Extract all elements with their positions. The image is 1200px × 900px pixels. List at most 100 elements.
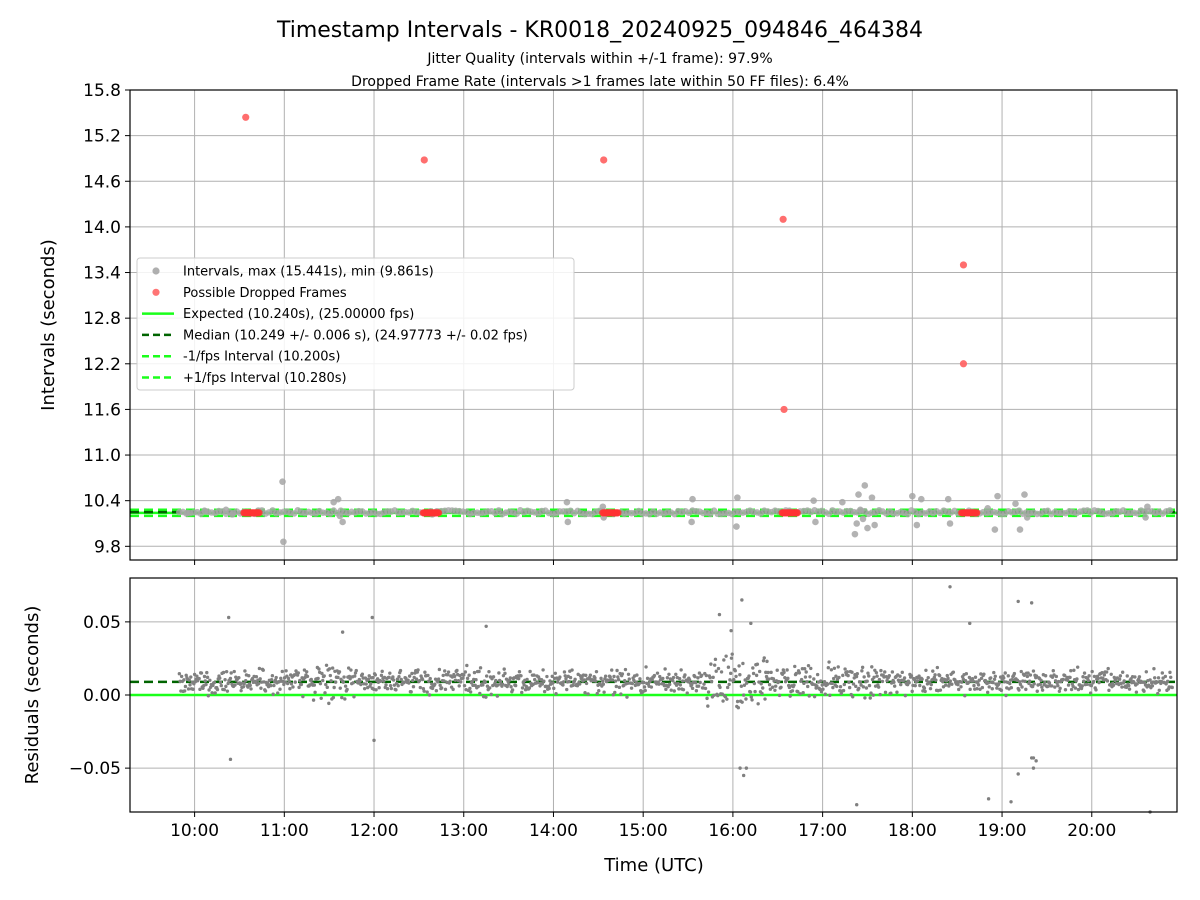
residual-point <box>524 684 529 689</box>
residual-point <box>1006 674 1010 678</box>
residual-point <box>338 686 342 690</box>
interval-point <box>1016 526 1024 533</box>
residual-point <box>1024 687 1028 692</box>
residual-point <box>527 686 532 690</box>
residual-point <box>741 661 745 666</box>
residual-point <box>1019 669 1023 674</box>
residual-point <box>1109 672 1113 676</box>
residual-point <box>337 670 342 674</box>
residual-point <box>467 673 471 677</box>
residual-point <box>1153 676 1157 680</box>
residual-point <box>1061 677 1065 682</box>
residual-point <box>225 689 230 693</box>
residual-point <box>709 679 714 684</box>
residual-outlier-point <box>741 773 746 778</box>
residual-point <box>1105 679 1110 683</box>
residual-point <box>910 689 914 694</box>
residual-outlier-point <box>1009 800 1013 804</box>
residual-point <box>968 687 972 692</box>
residual-point <box>775 668 779 672</box>
residual-point <box>497 671 501 675</box>
residual-point <box>418 685 423 690</box>
legend-label: +1/fps Interval (10.280s) <box>183 371 347 386</box>
residual-point <box>842 682 847 687</box>
interval-point <box>994 492 1001 500</box>
residual-point <box>610 678 615 682</box>
interval-point <box>909 492 916 500</box>
residual-point <box>612 674 616 679</box>
residual-point <box>964 672 969 676</box>
residual-point <box>836 665 840 669</box>
residual-point <box>406 678 410 682</box>
residual-point <box>397 675 401 679</box>
residual-point <box>681 687 686 692</box>
residual-point <box>241 685 246 689</box>
residual-point <box>802 681 806 686</box>
residual-point <box>868 696 872 700</box>
residual-point <box>620 672 625 676</box>
residual-point <box>308 683 312 687</box>
residual-point <box>1073 686 1078 690</box>
interval-point <box>1166 507 1174 514</box>
residual-point <box>880 679 885 684</box>
residual-point <box>1002 680 1007 684</box>
residual-point <box>1043 680 1047 684</box>
residual-point <box>806 663 811 668</box>
residuals-x-tick-label: 13:00 <box>439 821 488 841</box>
residual-point <box>926 675 930 680</box>
residual-point <box>664 687 668 692</box>
residual-point <box>1063 673 1067 678</box>
residual-point <box>484 695 488 699</box>
intervals-plot-frame <box>129 89 1178 561</box>
residual-point <box>1047 681 1052 685</box>
residual-point <box>1100 671 1104 675</box>
residual-point <box>422 689 426 693</box>
residual-point <box>749 695 753 699</box>
residual-point <box>1148 678 1152 682</box>
residual-point <box>761 659 766 663</box>
residual-point <box>944 679 949 683</box>
residual-point <box>446 673 450 677</box>
interval-point <box>1023 514 1031 521</box>
residual-point <box>1026 671 1030 675</box>
residual-point <box>207 688 211 692</box>
residual-point <box>309 677 313 682</box>
residual-point <box>1063 688 1068 692</box>
residual-point <box>237 675 241 680</box>
residual-point <box>989 676 993 680</box>
residual-point <box>423 670 427 674</box>
legend-label: -1/fps Interval (10.200s) <box>183 350 340 365</box>
residual-point <box>547 686 551 691</box>
residual-point <box>601 682 606 686</box>
residual-point <box>1054 674 1059 679</box>
residual-point <box>206 694 211 698</box>
residual-point <box>792 683 796 687</box>
residual-point <box>798 692 802 696</box>
residual-point <box>341 680 346 684</box>
intervals-y-tick-label: 14.0 <box>83 218 121 238</box>
residual-point <box>869 691 873 695</box>
residual-point <box>630 681 635 686</box>
interval-point <box>864 524 871 532</box>
residual-point <box>832 666 837 670</box>
interval-point <box>733 523 740 530</box>
residual-point <box>665 676 670 680</box>
residual-point <box>249 687 253 691</box>
residual-point <box>410 678 415 683</box>
residual-point <box>900 670 904 675</box>
residual-point <box>218 676 222 680</box>
residual-point <box>977 678 982 682</box>
residual-point <box>258 677 262 681</box>
residual-point <box>287 679 291 683</box>
residual-point <box>224 669 229 674</box>
residual-point <box>1156 691 1160 696</box>
residual-point <box>808 675 812 679</box>
legend-label: Expected (10.240s), (25.00000 fps) <box>183 307 414 322</box>
residual-point <box>358 679 362 683</box>
residual-point <box>613 679 618 683</box>
intervals-points <box>176 113 1174 546</box>
residual-point <box>992 677 997 681</box>
residual-point <box>374 688 378 692</box>
residual-point <box>835 684 839 689</box>
residual-point <box>860 665 865 670</box>
